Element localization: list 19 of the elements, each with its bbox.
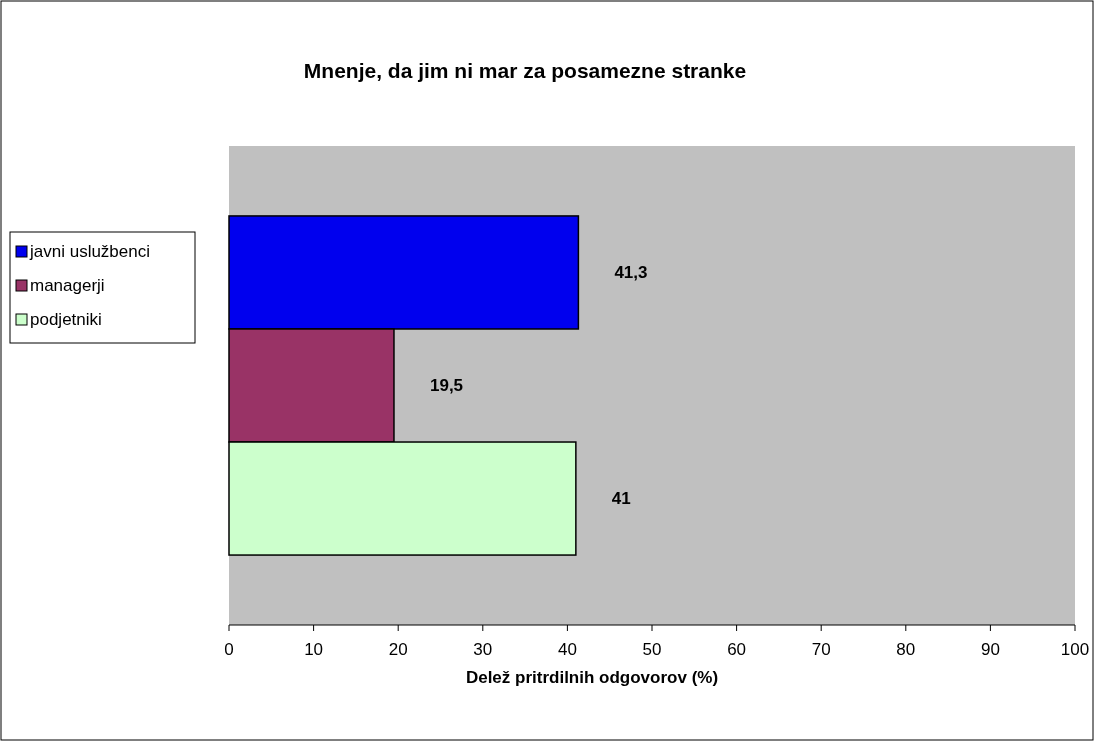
chart-title: Mnenje, da jim ni mar za posamezne stranke [303,59,747,82]
legend-label: javni uslužbenci [29,242,151,261]
x-tick-label: 80 [896,640,916,659]
x-tick-label: 70 [811,640,831,659]
x-tick-label: 0 [224,640,234,659]
x-tick-label: 90 [980,640,1000,659]
x-tick-label: 20 [388,640,408,659]
legend-label: managerji [30,276,105,295]
data-label: 41 [611,489,631,509]
legend-label: podjetniki [30,310,102,329]
x-tick-label: 50 [642,640,662,659]
data-label: 19,5 [429,376,464,396]
x-tick-label: 10 [304,640,324,659]
x-tick-label: 100 [1060,640,1090,659]
x-tick-label: 60 [727,640,747,659]
x-axis-title: Delež pritrdilnih odgovorov (%) [465,668,719,687]
data-label: 41,3 [614,263,648,283]
x-tick-label: 40 [557,640,577,659]
x-tick-label: 30 [473,640,493,659]
